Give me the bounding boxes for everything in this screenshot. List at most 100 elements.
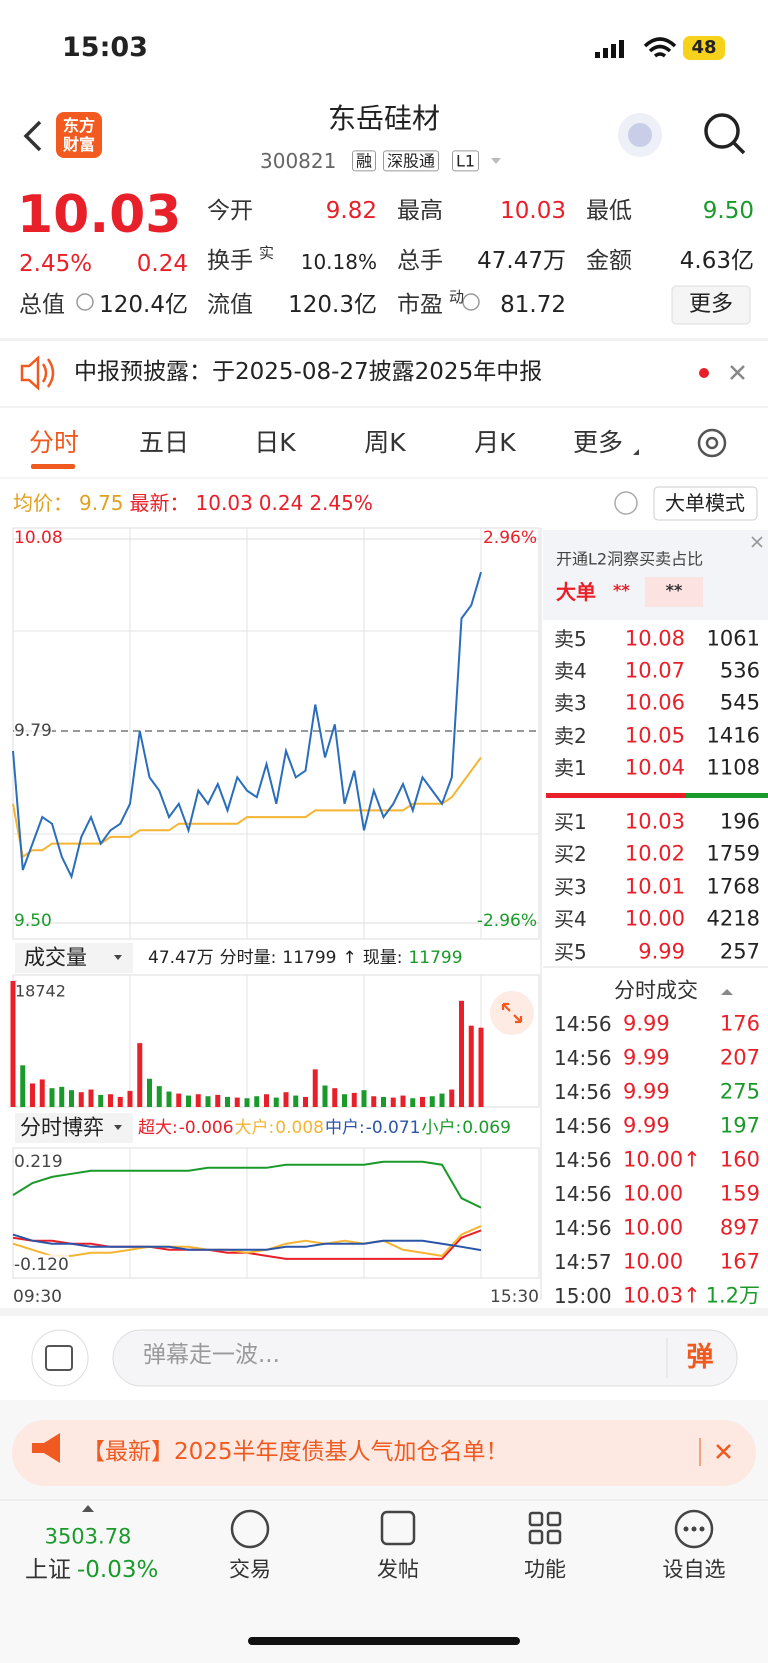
volume-bar [166,1091,172,1107]
last-price: 10.03 [17,184,182,245]
nav-trade-icon[interactable] [230,1509,270,1549]
book-price: 10.03 [624,809,685,834]
volume-bar [244,1098,250,1107]
menu-button[interactable] [31,1329,89,1387]
flow-selector-bg[interactable] [15,1113,133,1143]
book-price: 9.99 [638,939,685,963]
volume-bar [293,1095,299,1107]
book-price: 10.02 [624,841,685,866]
dropdown-icon[interactable] [491,158,501,164]
trade-time: 15:00 [554,1284,612,1308]
trade-price: 9.99 [623,1011,670,1036]
bid-ratio-bar [686,793,768,798]
banner-text[interactable]: 【最新】2025半年度债基人气加仓名单！ [82,1439,509,1466]
book-price: 10.08 [624,626,685,651]
clock: 15:03 [62,31,148,63]
volume-bar [147,1078,152,1107]
volume-selector-bg[interactable] [15,943,133,973]
tab[interactable]: 分时 [28,428,80,457]
change-pct: 2.45% [19,251,93,278]
comment-input[interactable] [112,1329,738,1387]
trade-volume: 160 [719,1147,760,1172]
volume-bar [49,1088,55,1107]
search-button[interactable] [704,113,740,149]
volume-bar [88,1089,94,1107]
nav-post-icon[interactable] [380,1510,416,1546]
battery-level: 48 [691,37,717,59]
notice-close[interactable] [730,365,745,380]
assistant-avatar-face [628,123,652,147]
volume-bar [69,1090,74,1107]
volume-bar [30,1083,35,1107]
dropdown-icon [114,955,122,960]
nav-item[interactable]: 设自选 [662,1557,726,1582]
price-summary: 均价： 9.75 最新： 10.03 0.24 2.45% [13,491,373,515]
more-button-bg[interactable] [671,285,751,325]
stat-value: 4.63亿 [679,248,754,275]
danmaku-button[interactable]: 弹 [686,1341,714,1373]
nav-item[interactable]: 发帖 [377,1557,419,1582]
sort-icon [721,989,733,995]
logo[interactable]: 东方财富 [62,115,95,154]
book-price: 10.04 [624,755,685,780]
nav-item[interactable]: 功能 [524,1557,566,1582]
logo-bg[interactable] [56,112,102,158]
tab[interactable]: 更多 [572,428,624,457]
volume-bar [156,1086,162,1107]
notice[interactable]: 中报预披露：于2025-08-27披露2025年中报 [74,359,543,386]
settings-center [705,436,719,450]
volume-bar [215,1094,221,1107]
divider [0,406,768,408]
volume-bar [420,1096,425,1107]
banner-close[interactable] [716,1444,731,1459]
stat-value: 120.3亿 [288,292,377,319]
tab[interactable]: 周K [364,428,406,457]
comment-placeholder[interactable]: 弹幕走一波... [143,1342,280,1369]
banner-bg[interactable] [12,1420,756,1486]
trade-price: 10.00↑ [623,1147,701,1172]
volume-bar [225,1096,230,1107]
tab[interactable]: 月K [474,428,516,457]
volume-bar [39,1079,45,1107]
price-line [12,571,482,880]
help-icon[interactable] [614,491,638,515]
tab[interactable]: 日K [254,428,296,457]
mode-button-bg[interactable] [653,486,758,521]
label: 现量: [362,947,403,968]
book-volume: 1768 [706,874,760,899]
trade-volume: 159 [719,1181,760,1206]
expand-button[interactable] [490,991,534,1035]
trades-title: 分时成交 [614,978,698,1003]
mode-button[interactable]: 大单模式 [665,491,745,515]
stat-label: 总手 [397,248,443,275]
nav-item[interactable]: 交易 [229,1557,271,1582]
l2-promo[interactable]: 开通L2洞察买卖占比 [556,549,704,569]
settings-button[interactable] [697,428,727,458]
trade-time: 14:56 [554,1080,612,1104]
notice-dot [699,368,709,378]
stat-label: 换手 [207,248,253,275]
legend-value: -0.071 [365,1117,421,1138]
tab-underline [31,464,75,469]
back-button[interactable] [23,120,42,152]
label: 分时量: [219,947,277,968]
banner-icon [32,1433,60,1463]
trade-time: 14:57 [554,1250,612,1274]
change: 0.24 [136,251,188,278]
stat-label: 流值 [207,292,253,319]
volume-bar [283,1092,289,1107]
nav-watch-icon[interactable] [674,1509,714,1549]
stat-value: 9.82 [325,198,377,225]
book-volume: 257 [719,939,760,963]
book-price: 10.07 [624,658,685,683]
book-level: 买4 [554,907,587,932]
panel-close[interactable] [751,536,763,548]
nav-watch-dots [683,1526,705,1532]
stat-value: 47.47万 [477,248,566,275]
tab[interactable]: 五日 [138,428,190,457]
nav-function-icon[interactable] [528,1511,562,1545]
stat-label: 最低 [586,198,632,225]
more-button[interactable]: 更多 [688,291,734,317]
book-volume: 1108 [706,755,760,780]
volume-bar [381,1096,386,1107]
